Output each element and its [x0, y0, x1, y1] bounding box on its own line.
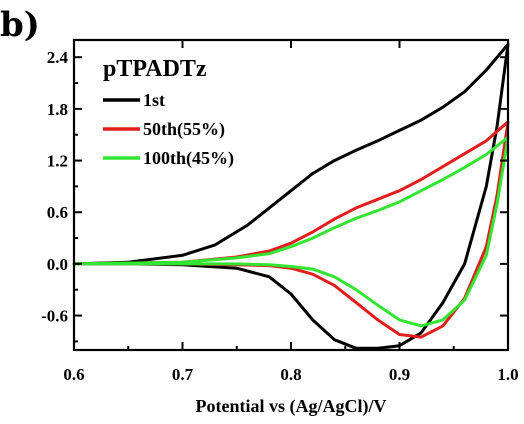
panel-label: b): [0, 5, 40, 45]
y-tick-label: 1.8: [47, 100, 68, 119]
legend-label-2: 50th(55%): [143, 119, 225, 140]
x-axis-label: Potential vs (Ag/AgCl)/V: [196, 396, 387, 417]
x-tick-label: 0.6: [63, 365, 84, 384]
series-line-2: [72, 120, 510, 339]
series-line-1: [72, 42, 510, 350]
legend: 1st 50th(55%) 100th(45%): [103, 90, 234, 169]
y-tick-label: 1.2: [47, 152, 68, 171]
axis-ticks: 0.6 0.7 0.8 0.9 1.0 -0.6 0.0 0.6 1.2 1.8 2.4: [41, 40, 519, 384]
legend-label-3: 100th(45%): [143, 148, 234, 169]
x-tick-label: 0.7: [172, 365, 194, 384]
y-tick-label: -0.6: [41, 307, 68, 326]
y-tick-label: 2.4: [47, 48, 69, 67]
series-layer: [72, 42, 510, 350]
chart-title: pTPADTz: [103, 56, 207, 82]
legend-label-1: 1st: [143, 90, 165, 110]
x-tick-label: 1.0: [497, 365, 518, 384]
x-tick-label: 0.8: [280, 365, 301, 384]
series-line-3: [72, 135, 510, 328]
x-tick-label: 0.9: [389, 365, 410, 384]
y-tick-label: 0.0: [47, 255, 68, 274]
y-tick-label: 0.6: [47, 203, 68, 222]
